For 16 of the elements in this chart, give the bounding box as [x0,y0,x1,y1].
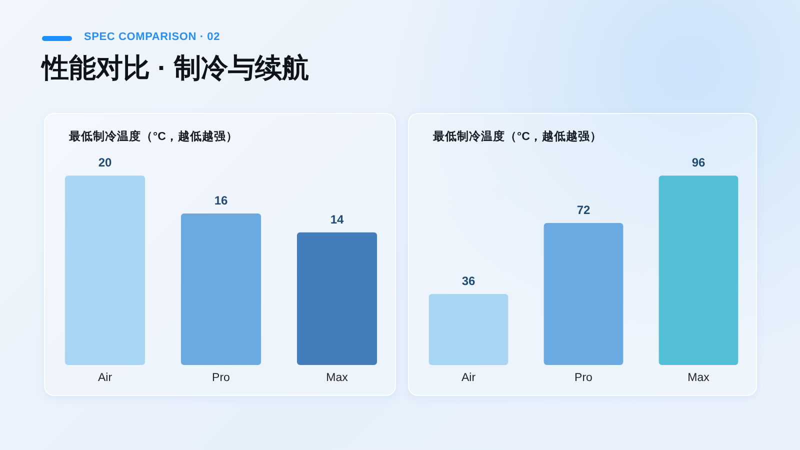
data-label: 20 [98,156,112,170]
x-tick-label: Max [688,372,710,384]
data-label: 16 [214,193,228,208]
data-label: 36 [462,274,476,288]
x-tick-label: Air [461,372,476,384]
x-tick-label: Air [98,372,112,384]
chart-title: 最低制冷温度（°C，越低越强） [68,129,238,143]
x-tick-label: Pro [212,372,230,384]
data-label: 72 [576,202,590,217]
data-label: 14 [330,212,344,226]
x-tick-label: Pro [574,372,592,384]
chart-title: 最低制冷温度（°C，越低越强） [432,129,602,143]
data-label: 96 [692,156,706,170]
text: SPEC COMPARISON · 02 [84,31,220,43]
text: 性能对比 · 制冷与续航 [42,52,309,85]
x-tick-label: Max [326,372,348,384]
